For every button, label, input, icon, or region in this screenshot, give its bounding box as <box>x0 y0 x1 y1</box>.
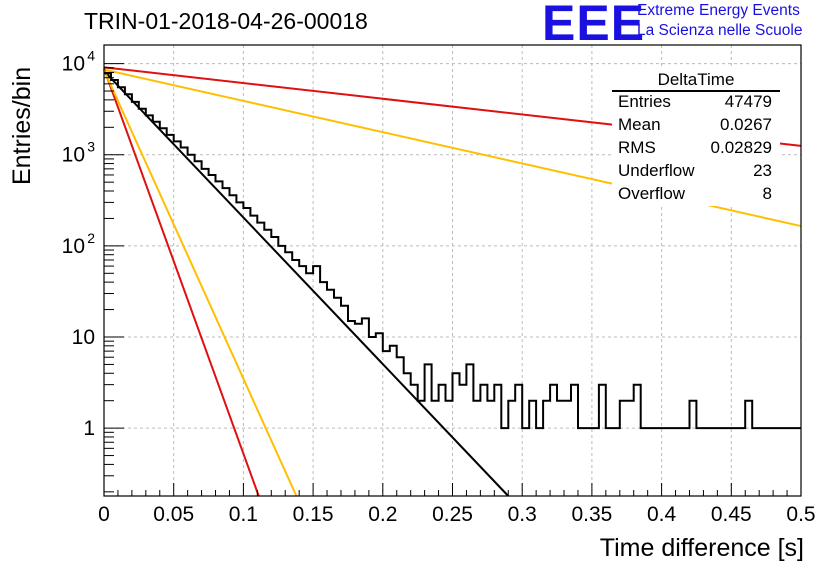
y-tick-label: 10 <box>62 144 85 167</box>
x-tick-label: 0.2 <box>368 503 397 526</box>
stats-key: Mean <box>618 115 661 134</box>
x-tick-label: 0.15 <box>293 503 334 526</box>
stats-value: 23 <box>753 161 772 180</box>
x-tick-label: 0.5 <box>786 503 815 526</box>
stats-title: DeltaTime <box>657 70 735 89</box>
x-tick-label: 0 <box>98 503 110 526</box>
stats-value: 8 <box>762 184 772 203</box>
stats-value: 0.0267 <box>720 115 772 134</box>
tick-labels: 0 0.05 0.1 0.15 0.2 0.25 0.3 0.35 0.4 0.45 0.510 41… <box>62 48 816 526</box>
x-tick-label: 0.45 <box>711 503 752 526</box>
stats-key: RMS <box>618 138 656 157</box>
y-tick-label: 10 <box>62 53 85 76</box>
logo-line-1: Extreme Energy Events <box>637 2 800 19</box>
stats-row-rms: RMS 0.02829 <box>618 138 772 160</box>
stats-value: 47479 <box>724 92 772 111</box>
stats-value: 0.02829 <box>710 138 772 157</box>
x-tick-label: 0.1 <box>229 503 258 526</box>
stats-title-rule <box>612 90 780 92</box>
y-tick-exponent: 4 <box>87 48 95 64</box>
x-tick-label: 0.35 <box>571 503 612 526</box>
x-axis-label: Time difference [s] <box>599 534 804 562</box>
y-tick-label: 10 <box>62 235 85 258</box>
x-tick-label: 0.05 <box>153 503 194 526</box>
stats-row-underflow: Underflow 23 <box>618 161 772 183</box>
fit-line <box>103 70 509 497</box>
y-tick-exponent: 2 <box>87 230 95 246</box>
axis-ticks <box>103 63 802 496</box>
grid-lines <box>104 45 801 496</box>
y-tick-label: 10 <box>72 326 95 349</box>
stats-box: DeltaTime Entries 47479 Mean 0.0267 RMS … <box>612 68 780 206</box>
x-tick-label: 0.25 <box>432 503 473 526</box>
y-tick-exponent: 3 <box>87 139 95 155</box>
histogram <box>104 72 801 430</box>
x-tick-label: 0.4 <box>647 503 677 526</box>
stats-key: Entries <box>618 92 671 111</box>
stats-row-overflow: Overflow 8 <box>618 184 772 206</box>
y-tick-label: 1 <box>83 417 95 440</box>
x-tick-label: 0.3 <box>508 503 537 526</box>
logo-line-2: La Scienza nelle Scuole <box>637 22 803 39</box>
stats-key: Underflow <box>618 161 695 180</box>
stats-key: Overflow <box>618 184 686 203</box>
histogram-outline <box>104 72 801 430</box>
fit-line <box>103 68 260 497</box>
fit-line <box>103 69 298 497</box>
stats-row-mean: Mean 0.0267 <box>618 115 772 137</box>
chart-title: TRIN-01-2018-04-26-00018 <box>84 8 368 34</box>
y-axis-label: Entries/bin <box>8 66 36 185</box>
logo-mark: EEE <box>542 0 646 51</box>
stats-row-entries: Entries 47479 <box>618 92 772 114</box>
